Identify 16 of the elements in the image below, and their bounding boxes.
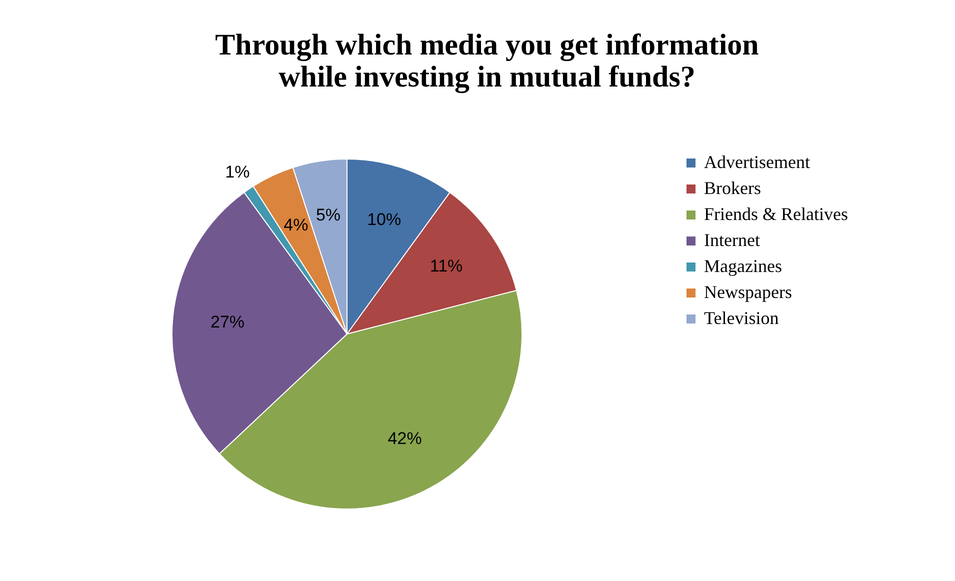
legend-label: Brokers bbox=[704, 178, 761, 198]
data-label: 1% bbox=[225, 162, 250, 182]
legend-label: Television bbox=[704, 308, 779, 328]
data-label: 27% bbox=[210, 312, 245, 332]
legend-label: Internet bbox=[704, 230, 760, 250]
data-label: 10% bbox=[367, 210, 402, 229]
data-label: 4% bbox=[284, 215, 308, 234]
data-label: 42% bbox=[388, 429, 422, 448]
legend-label: Advertisement bbox=[704, 152, 810, 172]
legend-label: Magazines bbox=[704, 256, 782, 276]
legend-label: Newspapers bbox=[704, 282, 792, 302]
data-label: 11% bbox=[430, 256, 463, 276]
data-label: 5% bbox=[316, 205, 341, 224]
legend-label: Friends & Relatives bbox=[704, 204, 848, 224]
text: Through which media you get information bbox=[215, 28, 759, 62]
text: while investing in mutual funds? bbox=[278, 60, 696, 94]
